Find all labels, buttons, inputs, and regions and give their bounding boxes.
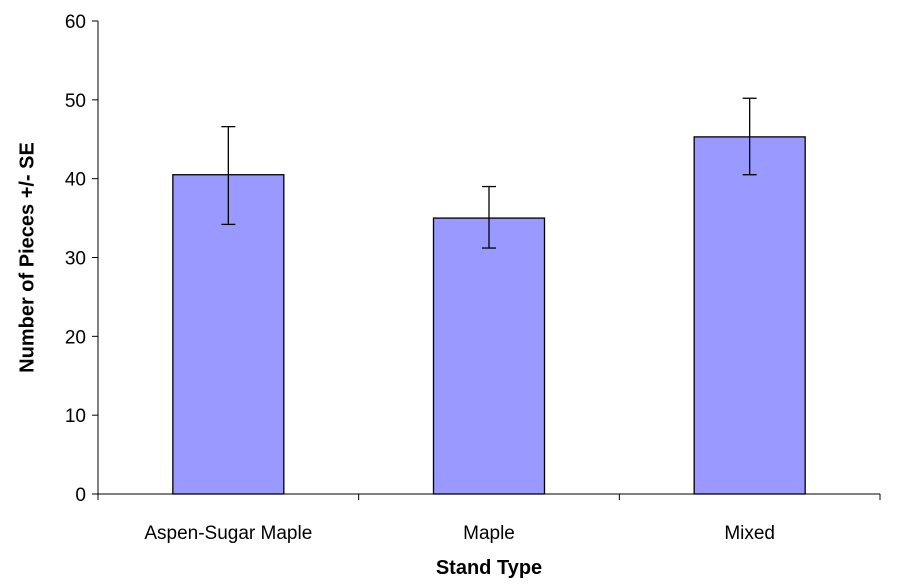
y-tick-label: 40 bbox=[65, 170, 86, 191]
bars bbox=[172, 136, 806, 495]
x-axis-ticks: Aspen-Sugar Maple Maple Mixed bbox=[97, 494, 881, 544]
error-bar bbox=[482, 185, 496, 249]
y-axis-title: Number of Pieces +/- SE bbox=[16, 142, 38, 373]
y-tick-label: 50 bbox=[65, 91, 86, 112]
error-bar bbox=[221, 125, 236, 226]
y-axis-ticks: 0 10 20 30 40 50 60 bbox=[65, 12, 98, 506]
bar bbox=[172, 174, 285, 495]
y-tick-label: 10 bbox=[65, 406, 86, 427]
x-tick-label: Maple bbox=[463, 523, 515, 544]
error-bars bbox=[221, 97, 757, 249]
y-tick-label: 60 bbox=[65, 12, 86, 33]
x-axis-title: Stand Type bbox=[436, 557, 542, 579]
y-tick-label: 30 bbox=[65, 249, 86, 270]
x-tick-label: Mixed bbox=[724, 523, 775, 544]
y-tick-label: 0 bbox=[75, 485, 86, 506]
y-tick-label: 20 bbox=[65, 327, 86, 348]
bar bbox=[432, 217, 546, 495]
plot-area: 0 10 20 30 40 50 60 Aspen-Sugar Maple Maple Mixe… bbox=[65, 12, 881, 544]
x-tick-label: Aspen-Sugar Maple bbox=[144, 523, 312, 544]
bar bbox=[693, 136, 806, 495]
error-bar bbox=[742, 97, 757, 176]
